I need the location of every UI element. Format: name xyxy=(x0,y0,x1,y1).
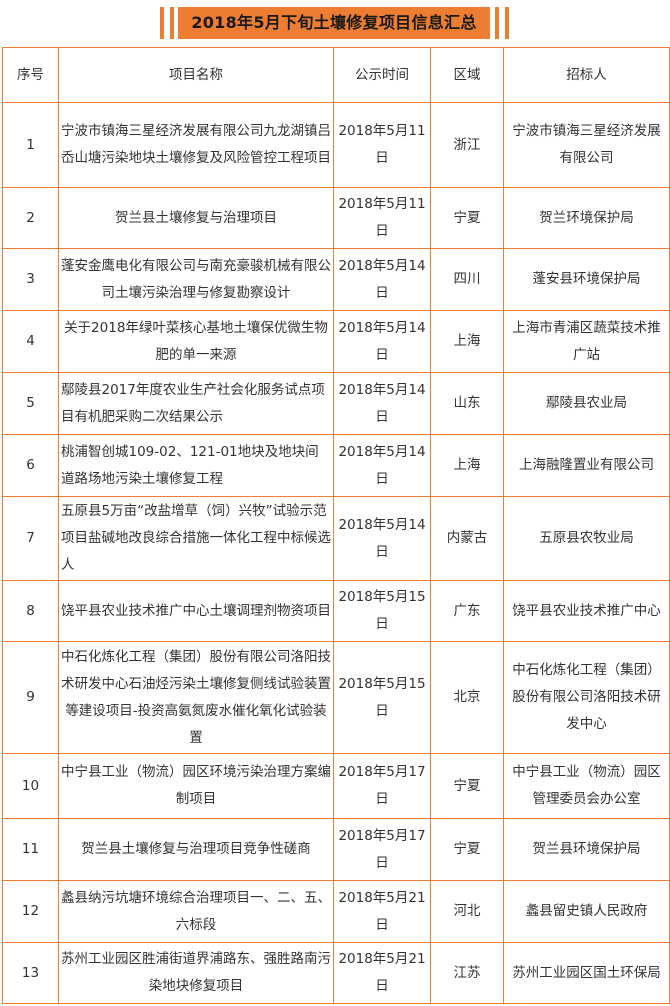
cell-project-name: 贺兰县土壤修复与治理项目 xyxy=(58,187,334,249)
cell-project-name: 苏州工业园区胜浦街道界浦路东、强胜路南污染地块修复项目 xyxy=(58,942,334,1004)
cell-publish-date: 2018年5月14日 xyxy=(333,372,431,435)
cell-region: 宁夏 xyxy=(430,187,504,249)
cell-index: 7 xyxy=(2,496,59,581)
cell-index: 13 xyxy=(2,942,59,1004)
decor-bar xyxy=(495,7,499,39)
cell-index: 3 xyxy=(2,248,59,311)
cell-tenderer: 鄢陵县农业局 xyxy=(503,372,670,435)
cell-project-name: 饶平县农业技术推广中心土壤调理剂物资项目 xyxy=(58,580,334,642)
cell-index: 2 xyxy=(2,187,59,249)
cell-publish-date: 2018年5月11日 xyxy=(333,187,431,249)
header-tenderer: 招标人 xyxy=(503,47,670,103)
cell-tenderer: 宁波市镇海三星经济发展有限公司 xyxy=(503,102,670,188)
cell-project-name: 蠡县纳污坑塘环境综合治理项目一、二、五、六标段 xyxy=(58,880,334,943)
cell-project-name: 桃浦智创城109-02、121-01地块及地块间道路场地污染土壤修复工程 xyxy=(58,434,334,497)
cell-tenderer: 苏州工业园区国土环保局 xyxy=(503,942,670,1004)
cell-publish-date: 2018年5月21日 xyxy=(333,942,431,1004)
cell-publish-date: 2018年5月14日 xyxy=(333,434,431,497)
cell-tenderer: 上海融隆置业有限公司 xyxy=(503,434,670,497)
decor-bar xyxy=(160,7,164,39)
page-title: 2018年5月下旬土壤修复项目信息汇总 xyxy=(178,7,490,39)
table-row: 13 苏州工业园区胜浦街道界浦路东、强胜路南污染地块修复项目 2018年5月21日江… xyxy=(2,942,670,1004)
table-row: 3 蓬安金鹰电化有限公司与南充豪骏机械有限公司土壤污染治理与修复勘察设计 2018年… xyxy=(2,248,670,311)
cell-region: 宁夏 xyxy=(430,818,504,881)
cell-publish-date: 2018年5月14日 xyxy=(333,310,431,373)
cell-project-name: 关于2018年绿叶菜核心基地土壤保优微生物肥的单一来源 xyxy=(58,310,334,373)
cell-tenderer: 上海市青浦区蔬菜技术推广站 xyxy=(503,310,670,373)
cell-publish-date: 2018年5月14日 xyxy=(333,496,431,581)
cell-index: 9 xyxy=(2,641,59,754)
table-row: 12 蠡县纳污坑塘环境综合治理项目一、二、五、六标段 2018年5月21日 河北 蠡县留… xyxy=(2,880,670,943)
cell-tenderer: 贺兰县环境保护局 xyxy=(503,818,670,881)
cell-tenderer: 贺兰环境保护局 xyxy=(503,187,670,249)
cell-publish-date: 2018年5月15日 xyxy=(333,580,431,642)
table-row: 9 中石化炼化工程（集团）股份有限公司洛阳技术研发中心石油烃污染土壤修复侧线试验装… xyxy=(2,641,670,754)
cell-publish-date: 2018年5月11日 xyxy=(333,102,431,188)
cell-region: 四川 xyxy=(430,248,504,311)
cell-index: 5 xyxy=(2,372,59,435)
table-row: 1 宁波市镇海三星经济发展有限公司九龙湖镇吕岙山塘污染地块土壤修复及风险管控工程项… xyxy=(2,102,670,188)
project-table: 序号 项目名称 公示时间 区域 招标人 1 宁波市镇海三星经济发展有限公司九龙湖镇… xyxy=(2,47,670,1004)
cell-index: 1 xyxy=(2,102,59,188)
cell-tenderer: 蓬安县环境保护局 xyxy=(503,248,670,311)
header-publish-date: 公示时间 xyxy=(333,47,431,103)
cell-project-name: 五原县5万亩“改盐增草（饲）兴牧”试验示范项目盐碱地改良综合措施一体化工程中标候… xyxy=(58,496,334,581)
table-header-row: 序号 项目名称 公示时间 区域 招标人 xyxy=(2,47,670,103)
cell-project-name: 蓬安金鹰电化有限公司与南充豪骏机械有限公司土壤污染治理与修复勘察设计 xyxy=(58,248,334,311)
cell-region: 山东 xyxy=(430,372,504,435)
cell-project-name: 贺兰县土壤修复与治理项目竞争性磋商 xyxy=(58,818,334,881)
cell-region: 上海 xyxy=(430,310,504,373)
cell-region: 北京 xyxy=(430,641,504,754)
cell-region: 内蒙古 xyxy=(430,496,504,581)
cell-project-name: 宁波市镇海三星经济发展有限公司九龙湖镇吕岙山塘污染地块土壤修复及风险管控工程项目 xyxy=(58,102,334,188)
cell-publish-date: 2018年5月14日 xyxy=(333,248,431,311)
table-row: 8 饶平县农业技术推广中心土壤调理剂物资项目 2018年5月15日 广东 饶平县农业技术… xyxy=(2,580,670,642)
cell-publish-date: 2018年5月15日 xyxy=(333,641,431,754)
cell-index: 6 xyxy=(2,434,59,497)
cell-region: 宁夏 xyxy=(430,753,504,819)
cell-project-name: 中石化炼化工程（集团）股份有限公司洛阳技术研发中心石油烃污染土壤修复侧线试验装置… xyxy=(58,641,334,754)
decor-bar xyxy=(170,7,174,39)
table-row: 5 鄢陵县2017年度农业生产社会化服务试点项目有机肥采购二次结果公示 2018年5… xyxy=(2,372,670,435)
cell-index: 4 xyxy=(2,310,59,373)
header-project-name: 项目名称 xyxy=(58,47,334,103)
cell-publish-date: 2018年5月21日 xyxy=(333,880,431,943)
header-region: 区域 xyxy=(430,47,504,103)
table-row: 6 桃浦智创城109-02、121-01地块及地块间道路场地污染土壤修复工程 201… xyxy=(2,434,670,497)
cell-index: 10 xyxy=(2,753,59,819)
cell-publish-date: 2018年5月17日 xyxy=(333,753,431,819)
table-row: 4 关于2018年绿叶菜核心基地土壤保优微生物肥的单一来源 2018年5月14日 上海… xyxy=(2,310,670,373)
table-row: 2 贺兰县土壤修复与治理项目 2018年5月11日 宁夏 贺兰环境保护局 xyxy=(2,187,670,249)
table-row: 7 五原县5万亩“改盐增草（饲）兴牧”试验示范项目盐碱地改良综合措施一体化工程中标… xyxy=(2,496,670,581)
cell-index: 12 xyxy=(2,880,59,943)
cell-tenderer: 饶平县农业技术推广中心 xyxy=(503,580,670,642)
cell-project-name: 鄢陵县2017年度农业生产社会化服务试点项目有机肥采购二次结果公示 xyxy=(58,372,334,435)
cell-tenderer: 中石化炼化工程（集团）股份有限公司洛阳技术研发中心 xyxy=(503,641,670,754)
cell-project-name: 中宁县工业（物流）园区环境污染治理方案编制项目 xyxy=(58,753,334,819)
title-banner: 2018年5月下旬土壤修复项目信息汇总 xyxy=(0,7,670,39)
cell-index: 8 xyxy=(2,580,59,642)
cell-tenderer: 五原县农牧业局 xyxy=(503,496,670,581)
cell-region: 浙江 xyxy=(430,102,504,188)
cell-region: 上海 xyxy=(430,434,504,497)
cell-region: 河北 xyxy=(430,880,504,943)
cell-region: 江苏 xyxy=(430,942,504,1004)
cell-tenderer: 中宁县工业（物流）园区管理委员会办公室 xyxy=(503,753,670,819)
decor-bar xyxy=(505,7,509,39)
table-row: 11 贺兰县土壤修复与治理项目竞争性磋商 2018年5月17日 宁夏 贺兰县环境保护局 xyxy=(2,818,670,881)
table-row: 10 中宁县工业（物流）园区环境污染治理方案编制项目 2018年5月17日 宁夏 中宁县… xyxy=(2,753,670,819)
cell-region: 广东 xyxy=(430,580,504,642)
cell-publish-date: 2018年5月17日 xyxy=(333,818,431,881)
cell-index: 11 xyxy=(2,818,59,881)
cell-tenderer: 蠡县留史镇人民政府 xyxy=(503,880,670,943)
header-index: 序号 xyxy=(2,47,59,103)
